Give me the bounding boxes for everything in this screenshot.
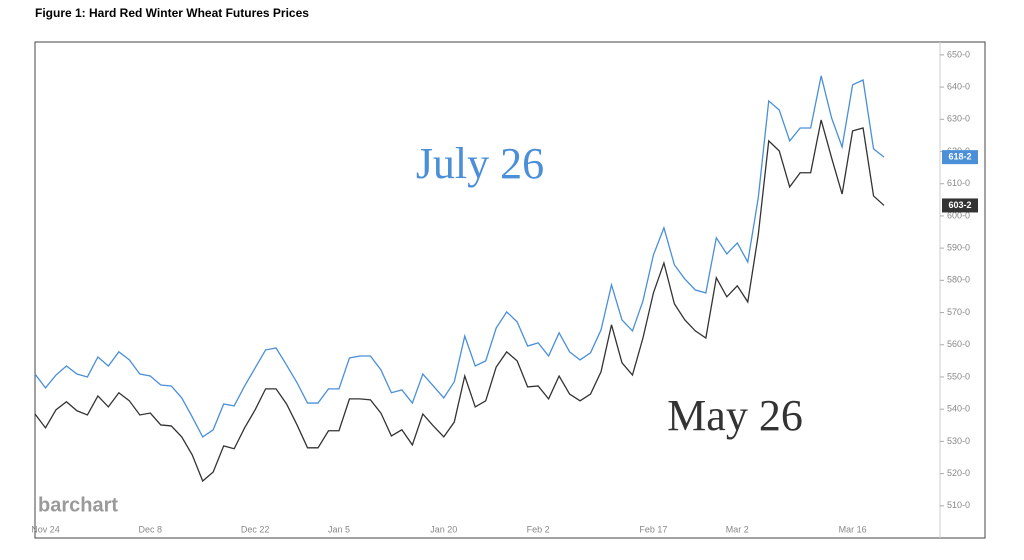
- y-tick-label: 560-0: [947, 339, 970, 349]
- y-tick-label: 520-0: [947, 468, 970, 478]
- y-tick-label: 570-0: [947, 307, 970, 317]
- x-tick-label: Feb 17: [639, 524, 667, 534]
- x-tick-label: Mar 16: [839, 524, 867, 534]
- y-tick-label: 550-0: [947, 371, 970, 381]
- line-series: [34, 119, 885, 483]
- y-tick-label: 650-0: [947, 49, 970, 59]
- x-tick-label: Jan 5: [328, 524, 350, 534]
- x-tick-label: Jan 20: [430, 524, 457, 534]
- y-tick-label: 530-0: [947, 436, 970, 446]
- frame: [34, 41, 986, 539]
- x-tick-label: Nov 24: [31, 524, 60, 534]
- y-tick-label: 510-0: [947, 500, 970, 510]
- last-value-box: [942, 150, 978, 165]
- x-tick-label: Mar 2: [726, 524, 749, 534]
- series-name: May 26: [667, 391, 803, 440]
- line-series: [34, 75, 885, 438]
- x-tick-label: Dec 22: [241, 524, 270, 534]
- last-value-label: 618-2: [948, 152, 971, 162]
- y-tick-label: 600-0: [947, 210, 970, 220]
- last-value-label: 603-2: [948, 200, 971, 210]
- y-tick-label: 590-0: [947, 243, 970, 253]
- chart-title: Figure 1: Hard Red Winter Wheat Futures …: [35, 6, 309, 20]
- y-tick-label: 630-0: [947, 114, 970, 124]
- watermark: barchart: [38, 494, 118, 516]
- last-value-box: [942, 198, 978, 213]
- series-name: July 26: [416, 139, 544, 188]
- y-tick-label: 540-0: [947, 404, 970, 414]
- x-tick-label: Dec 8: [139, 524, 163, 534]
- y-tick-label: 610-0: [947, 178, 970, 188]
- y-tick-label: 640-0: [947, 81, 970, 91]
- y-tick-label: 580-0: [947, 275, 970, 285]
- x-tick-label: Feb 2: [527, 524, 550, 534]
